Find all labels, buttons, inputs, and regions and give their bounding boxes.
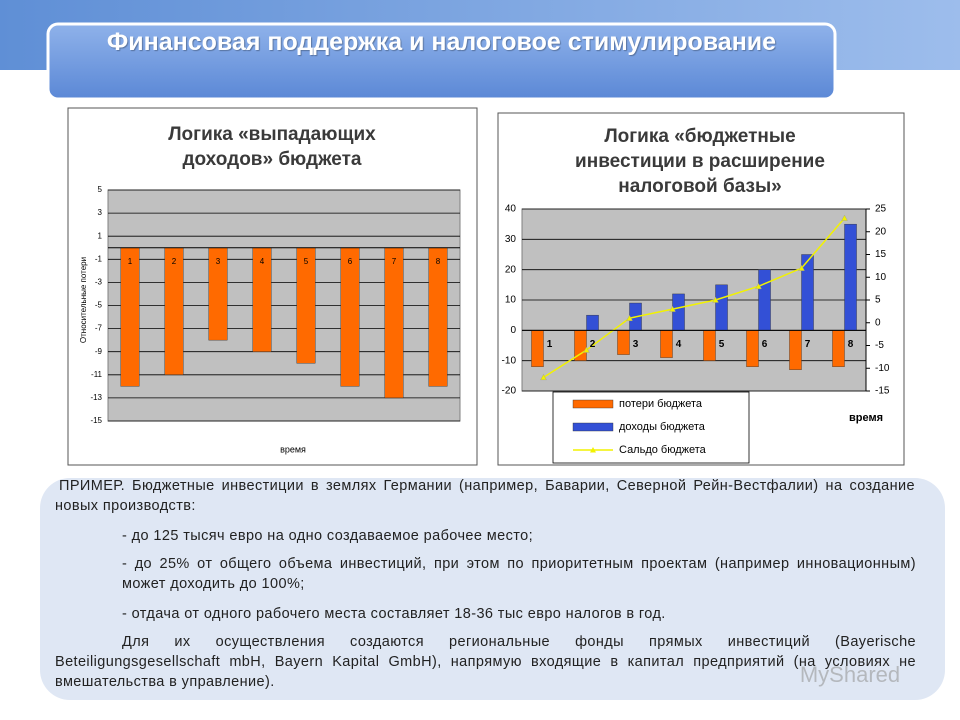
bar <box>832 330 845 367</box>
y2-tick-label: 0 <box>875 317 881 328</box>
bullet: - отдача от одного рабочего места состав… <box>122 606 666 622</box>
y-tick-label: -1 <box>95 254 103 263</box>
x-tick-label: 6 <box>348 257 353 266</box>
y-tick-label: 1 <box>98 231 103 240</box>
x-tick-label: 4 <box>676 339 682 350</box>
legend-swatch <box>572 399 614 409</box>
x-tick-label: 6 <box>762 339 768 350</box>
x-tick-label: 5 <box>719 339 725 350</box>
y-tick-label: -3 <box>95 278 103 287</box>
legend-label: Сальдо бюджета <box>619 444 707 456</box>
bar <box>660 330 673 358</box>
bar <box>672 293 685 331</box>
line <box>543 217 846 378</box>
y-tick-label: 0 <box>510 325 516 336</box>
y-tick-label: 3 <box>98 208 103 217</box>
legend-label: доходы бюджета <box>619 421 706 433</box>
y-tick-label: -9 <box>95 347 103 356</box>
line-marker <box>798 264 805 271</box>
x-tick-label: 3 <box>633 339 639 350</box>
y2-tick-label: 20 <box>875 226 887 237</box>
y2-tick-label: -5 <box>875 340 884 351</box>
y2-tick-label: -15 <box>875 386 890 397</box>
title-box <box>46 22 837 101</box>
y-axis-label: Относительные потери <box>79 257 88 343</box>
y-tick-label: 40 <box>505 204 517 215</box>
y2-tick-label: -10 <box>875 363 890 374</box>
bar <box>164 247 184 376</box>
x-tick-label: 7 <box>805 339 811 350</box>
bar <box>703 330 716 361</box>
x-tick-label: 2 <box>172 257 177 266</box>
line-marker <box>540 373 547 381</box>
line-marker <box>669 305 676 312</box>
bar <box>120 247 140 387</box>
bar <box>428 247 448 387</box>
y-tick-label: -11 <box>91 370 103 379</box>
line-marker <box>583 346 590 353</box>
x-tick-label: 5 <box>304 257 309 266</box>
legend-swatch <box>572 422 614 432</box>
text-box <box>40 478 945 700</box>
y2-tick-label: 15 <box>875 249 887 260</box>
y2-tick-label: 10 <box>875 272 887 283</box>
bullet: - до 25% от общего объема инвестиций, пр… <box>122 556 916 592</box>
y-tick-label: -15 <box>90 416 102 425</box>
legend-swatch <box>590 447 596 453</box>
chart-title: Логика «выпадающих доходов» бюджета <box>168 124 376 170</box>
x-tick-label: 7 <box>392 257 397 266</box>
y-tick-label: 20 <box>505 264 517 275</box>
y2-tick-label: 5 <box>875 295 881 306</box>
bar <box>758 269 771 331</box>
y-tick-label: -20 <box>502 386 517 397</box>
x-axis-label: время <box>849 412 883 424</box>
x-tick-label: 2 <box>590 339 596 350</box>
x-tick-label: 1 <box>547 339 553 350</box>
watermark: MyShared <box>800 662 900 687</box>
line-marker <box>841 214 848 221</box>
bar <box>531 330 544 367</box>
line-marker <box>712 296 719 303</box>
line-marker <box>755 282 762 290</box>
bar <box>844 223 857 331</box>
bar <box>789 330 802 370</box>
legend-label: потери бюджета <box>619 398 703 410</box>
y2-tick-label: 25 <box>875 204 887 215</box>
y-tick-label: -5 <box>95 301 103 310</box>
chart-title: Логика «бюджетные инвестиции в расширени… <box>575 126 825 197</box>
y-tick-label: 5 <box>98 185 103 194</box>
intro-text: ПРИМЕР. Бюджетные инвестиции в землях Ге… <box>55 478 915 514</box>
closing-text: Для их осуществления создаются региональ… <box>55 634 916 690</box>
x-tick-label: 4 <box>260 257 265 266</box>
bar <box>715 284 728 331</box>
x-tick-label: 1 <box>128 257 133 266</box>
bullet: - до 125 тысяч евро на одно создаваемое … <box>122 528 534 544</box>
y-tick-label: -10 <box>502 355 517 366</box>
bar <box>340 247 360 387</box>
y-tick-label: -13 <box>90 393 102 402</box>
x-axis-label: время <box>280 444 306 454</box>
y-tick-label: 30 <box>505 234 517 245</box>
x-tick-label: 8 <box>436 257 441 266</box>
x-tick-label: 8 <box>848 339 854 350</box>
y-tick-label: 10 <box>505 295 517 306</box>
bar <box>746 330 759 367</box>
line-marker <box>626 314 633 321</box>
bar <box>384 247 404 399</box>
slide-title: Финансовая поддержка и налоговое стимули… <box>106 28 777 56</box>
y-tick-label: -7 <box>95 324 103 333</box>
x-tick-label: 3 <box>216 257 221 266</box>
bar <box>586 314 599 331</box>
bar <box>617 330 630 355</box>
